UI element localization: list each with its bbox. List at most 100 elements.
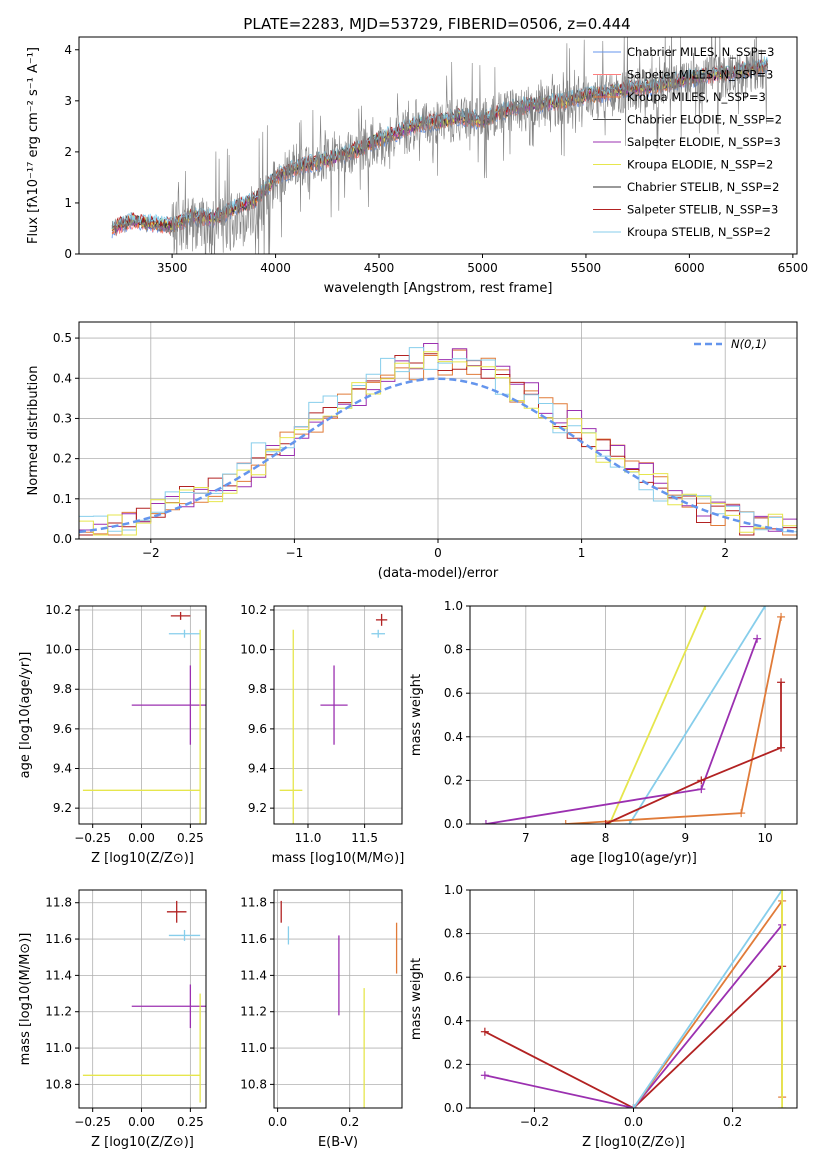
y-tick-label: 0.4	[53, 371, 72, 385]
x-tick-label: 9	[682, 831, 690, 845]
legend-entry: Kroupa STELIB, N_SSP=2	[627, 225, 771, 239]
x-axis-label: Z [log10(Z/Z⊙)]	[91, 851, 194, 866]
y-tick-label: 9.6	[53, 722, 72, 736]
y-tick-label: 11.0	[240, 1041, 267, 1055]
y-tick-label: 0.4	[444, 1014, 463, 1028]
chart-residuals: N(0,1) −2 −1 0 1 2 0.0 0.1 0.2 0.3 0.4 0.5 (data-mod…	[26, 321, 798, 581]
x-tick-label: 0.25	[177, 831, 204, 845]
axes-frame	[273, 889, 403, 1109]
y-tick-label: 10.0	[45, 643, 72, 657]
x-tick-label: 7	[522, 831, 530, 845]
x-tick-label: 6500	[778, 261, 809, 275]
x-tick-label: 4500	[364, 261, 395, 275]
y-axis-label: age [log10(age/yr)]	[18, 652, 33, 779]
y-axis-label: mass [log10(M/M⊙)]	[18, 933, 33, 1066]
weight-line	[605, 682, 782, 824]
x-axis-label: Z [log10(Z/Z⊙)]	[91, 1135, 194, 1150]
observed-spectrum	[111, 37, 768, 254]
y-tick-label: 10.2	[240, 603, 267, 617]
x-tick-label: 0.2	[340, 1115, 359, 1129]
y-tick-label: 11.4	[45, 968, 72, 982]
x-tick-label: 0.0	[624, 1115, 643, 1129]
x-tick-label: 11.0	[295, 831, 322, 845]
axes-frame	[273, 605, 403, 825]
x-tick-label: 4000	[260, 261, 291, 275]
y-tick-label: 10.8	[45, 1077, 72, 1091]
y-tick-label: 11.6	[240, 932, 267, 946]
legend-entry: Chabrier MILES, N_SSP=3	[627, 45, 774, 59]
y-tick-label: 9.4	[248, 762, 267, 776]
y-tick-label: 9.6	[248, 722, 267, 736]
x-tick-label: 11.5	[351, 831, 378, 845]
y-tick-label: 10.2	[45, 603, 72, 617]
x-tick-label: 5000	[467, 261, 498, 275]
x-tick-label: 0.00	[128, 831, 155, 845]
y-tick-label: 0.2	[444, 1057, 463, 1071]
y-tick-label: 4	[64, 43, 72, 57]
x-tick-label: 6000	[674, 261, 705, 275]
x-axis-label: E(B-V)	[318, 1135, 358, 1150]
y-tick-label: 2	[64, 145, 72, 159]
charts-layer: Chabrier MILES, N_SSP=3 Salpeter MILES, N…	[18, 36, 809, 1150]
axes-frame	[78, 36, 798, 255]
x-axis-label: (data-model)/error	[378, 566, 499, 581]
y-axis-label: Flux [fλ10⁻¹⁷ erg cm⁻² s⁻¹ A⁻¹]	[26, 47, 41, 244]
x-axis-label: mass [log10(M/M⊙)]	[272, 851, 405, 866]
y-tick-label: 9.8	[248, 682, 267, 696]
figure-title: PLATE=2283, MJD=53729, FIBERID=0506, z=0…	[243, 15, 630, 33]
y-tick-label: 9.2	[248, 801, 267, 815]
legend-entry: Salpeter ELODIE, N_SSP=3	[627, 135, 781, 149]
y-tick-label: 0.1	[53, 492, 72, 506]
weight-line	[484, 924, 783, 1108]
x-tick-label: −1	[286, 546, 304, 560]
plot-area	[82, 611, 206, 824]
y-tick-label: 10.8	[240, 1077, 267, 1091]
y-tick-label: 11.2	[240, 1005, 267, 1019]
x-axis-label: Z [log10(Z/Z⊙)]	[582, 1135, 685, 1150]
x-tick-label: −0.25	[74, 1115, 111, 1129]
legend-entry: Chabrier ELODIE, N_SSP=2	[627, 113, 782, 127]
y-tick-label: 0	[64, 247, 72, 261]
x-tick-label: 0.00	[128, 1115, 155, 1129]
plot-area	[82, 900, 206, 1103]
y-tick-label: 11.8	[240, 896, 267, 910]
chart-mass-vs-Z: −0.25 0.00 0.25 10.8 11.0 11.2 11.4 11.6 11.8 Z […	[18, 889, 207, 1150]
y-tick-label: 0.3	[53, 411, 72, 425]
plot-area	[480, 890, 787, 1108]
chart-spectrum: Chabrier MILES, N_SSP=3 Salpeter MILES, N…	[26, 36, 809, 296]
chart-age-vs-mass: 11.0 11.5 9.2 9.4 9.6 9.8 10.0 10.2 mass [log10(…	[240, 603, 404, 866]
x-tick-label: 3500	[157, 261, 188, 275]
legend-entry: N(0,1)	[731, 337, 767, 351]
x-axis-label: wavelength [Angstrom, rest frame]	[324, 281, 553, 296]
plot-area	[481, 606, 786, 824]
y-tick-label: 1.0	[444, 883, 463, 897]
y-tick-label: 9.4	[53, 762, 72, 776]
y-tick-label: 0.2	[444, 773, 463, 787]
y-tick-label: 0.8	[444, 643, 463, 657]
chart-mass-vs-ebv: 0.0 0.2 10.8 11.0 11.2 11.4 11.6 11.8 E(B-V)	[240, 889, 403, 1150]
x-tick-label: 5500	[571, 261, 602, 275]
y-tick-label: 11.8	[45, 896, 72, 910]
y-tick-label: 0.0	[444, 817, 463, 831]
y-tick-label: 9.2	[53, 801, 72, 815]
weight-line	[484, 965, 783, 1108]
y-tick-label: 11.2	[45, 1005, 72, 1019]
y-tick-label: 0.2	[53, 452, 72, 466]
axes-frame	[78, 605, 207, 825]
x-tick-label: 8	[602, 831, 610, 845]
x-tick-label: −0.2	[520, 1115, 549, 1129]
y-tick-label: 11.6	[45, 932, 72, 946]
histogram-series	[79, 351, 797, 536]
x-tick-label: 0.25	[177, 1115, 204, 1129]
y-tick-label: 3	[64, 94, 72, 108]
legend-entry: Kroupa ELODIE, N_SSP=2	[627, 158, 773, 172]
gaussian-curve	[79, 377, 797, 534]
y-tick-label: 11.0	[45, 1041, 72, 1055]
y-tick-label: 1	[64, 196, 72, 210]
x-tick-label: 10	[757, 831, 772, 845]
x-tick-label: 0.0	[268, 1115, 287, 1129]
plot-area	[280, 900, 398, 1108]
chart-weight-vs-age: 7 8 9 10 0.0 0.2 0.4 0.6 0.8 1.0 age [log10(age/yr…	[409, 599, 798, 866]
plot-area	[79, 343, 797, 536]
